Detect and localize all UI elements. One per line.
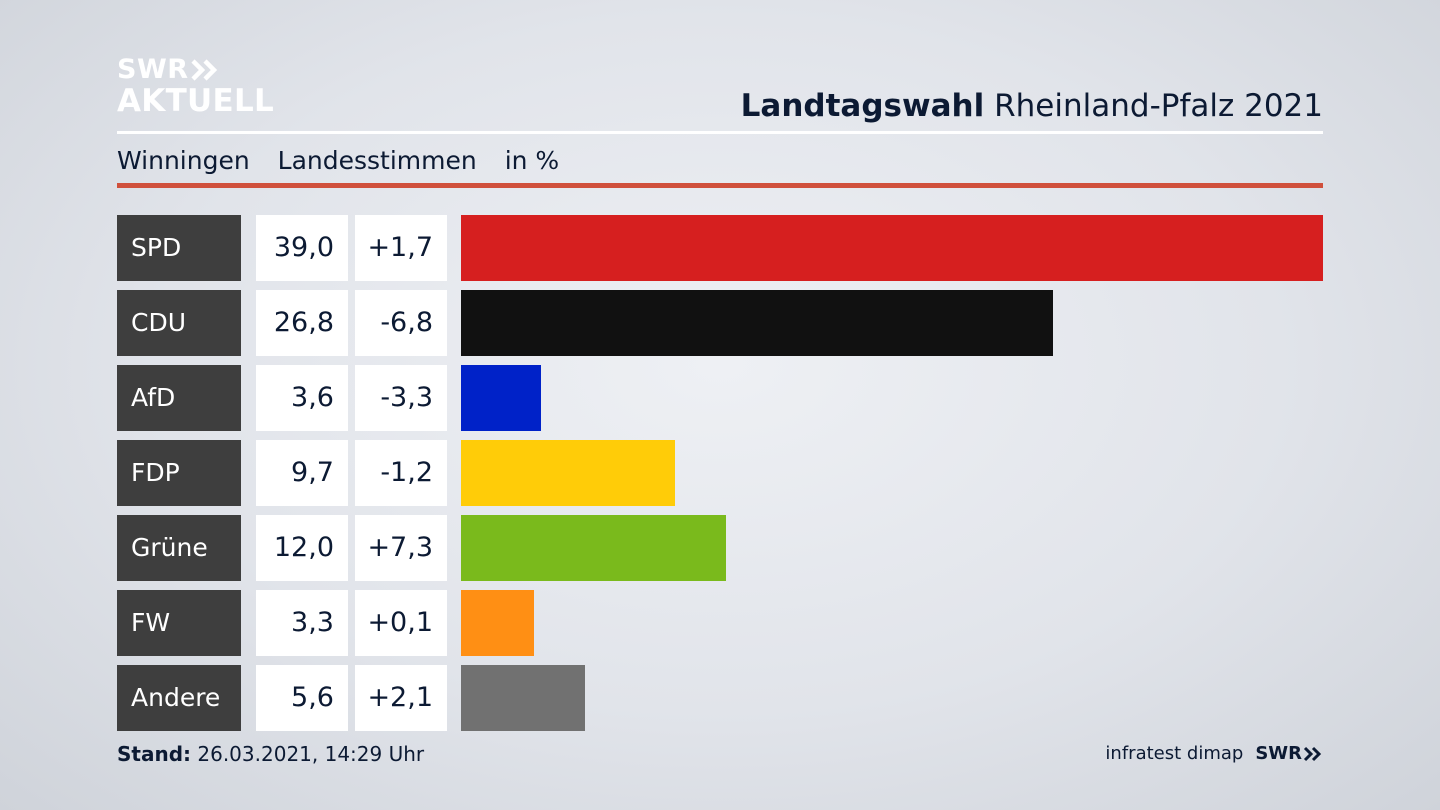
- value-label: 12,0: [256, 515, 348, 581]
- chart-row: Andere 5,6 +2,1: [117, 665, 1323, 731]
- double-chevron-icon: [191, 59, 218, 81]
- chart-row: CDU 26,8 -6,8: [117, 290, 1323, 356]
- bar: [461, 440, 676, 506]
- chart-row: FW 3,3 +0,1: [117, 590, 1323, 656]
- value-label: 39,0: [256, 215, 348, 281]
- timestamp: Stand: 26.03.2021, 14:29 Uhr: [117, 740, 424, 768]
- subtitle-place: Winningen: [117, 146, 250, 175]
- value-label: 3,3: [256, 590, 348, 656]
- category-label: SPD: [117, 215, 241, 281]
- category-label: CDU: [117, 290, 241, 356]
- chart-row: FDP 9,7 -1,2: [117, 440, 1323, 506]
- chart-row: AfD 3,6 -3,3: [117, 365, 1323, 431]
- footer-chevron-icon: [1303, 746, 1322, 762]
- diff-label: -1,2: [355, 440, 447, 506]
- value-label: 26,8: [256, 290, 348, 356]
- value-label: 9,7: [256, 440, 348, 506]
- category-label: FW: [117, 590, 241, 656]
- category-label: AfD: [117, 365, 241, 431]
- bar: [461, 515, 727, 581]
- logo-line1: SWR: [117, 54, 189, 85]
- diff-label: -6,8: [355, 290, 447, 356]
- logo-line2: AKTUELL: [117, 83, 275, 119]
- chart-row: SPD 39,0 +1,7: [117, 215, 1323, 281]
- bar: [461, 215, 1323, 281]
- diff-label: +7,3: [355, 515, 447, 581]
- title-rest: Rheinland-Pfalz 2021: [994, 88, 1323, 124]
- chart-subtitle: Winningen Landesstimmen in %: [117, 144, 579, 178]
- bar: [461, 290, 1054, 356]
- swr-aktuell-logo: SWR AKTUELL: [117, 56, 277, 118]
- category-label: Andere: [117, 665, 241, 731]
- subtitle-divider: [117, 183, 1323, 188]
- title-bold: Landtagswahl: [740, 88, 985, 124]
- source-credit: infratest dimap SWR: [1105, 740, 1323, 768]
- category-label: FDP: [117, 440, 241, 506]
- bar: [461, 365, 541, 431]
- footer-swr-logo: SWR: [1255, 743, 1302, 764]
- bar: [461, 590, 534, 656]
- subtitle-unit: in %: [504, 146, 560, 175]
- value-label: 5,6: [256, 665, 348, 731]
- diff-label: +1,7: [355, 215, 447, 281]
- chart-row: Grüne 12,0 +7,3: [117, 515, 1323, 581]
- category-label: Grüne: [117, 515, 241, 581]
- stand-label: Stand:: [117, 742, 192, 766]
- source-label: infratest dimap: [1105, 743, 1244, 764]
- stand-value: 26.03.2021, 14:29 Uhr: [197, 742, 425, 766]
- diff-label: +0,1: [355, 590, 447, 656]
- diff-label: +2,1: [355, 665, 447, 731]
- value-label: 3,6: [256, 365, 348, 431]
- bar: [461, 665, 585, 731]
- subtitle-measure: Landesstimmen: [277, 146, 477, 175]
- diff-label: -3,3: [355, 365, 447, 431]
- chart-title: Landtagswahl Rheinland-Pfalz 2021: [741, 86, 1323, 126]
- header-divider: [117, 131, 1323, 134]
